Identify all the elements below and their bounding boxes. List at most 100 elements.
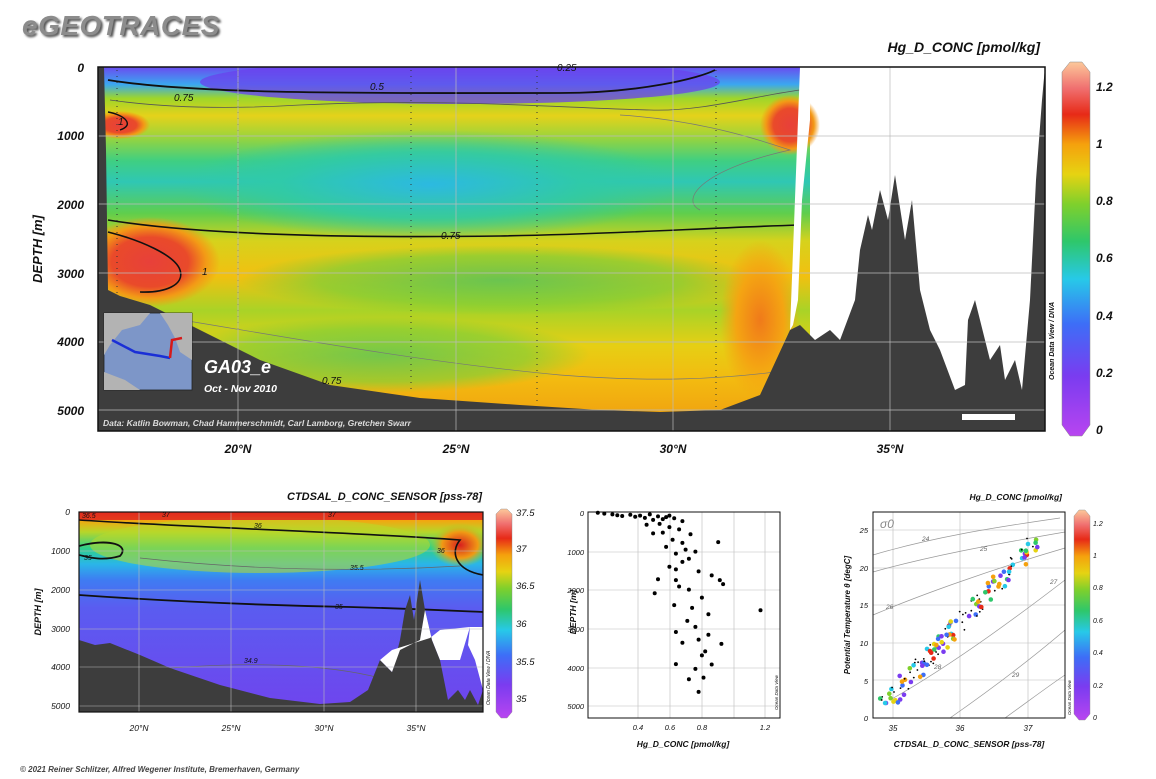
colorbar-tick: 0.2 <box>1093 683 1103 690</box>
profile-point <box>673 578 678 583</box>
ts-point <box>931 656 936 661</box>
sal-no-data-east <box>380 610 470 672</box>
ts-point <box>939 634 944 639</box>
ts-point <box>914 658 917 661</box>
ts-point <box>962 613 964 616</box>
profile-point <box>615 513 620 518</box>
ts-point <box>899 679 905 684</box>
sal-y-label: DEPTH [m] <box>33 587 43 635</box>
profile-point <box>706 612 711 617</box>
y-tick: 0 <box>864 714 869 723</box>
ts-point <box>1023 562 1029 567</box>
profile-point <box>699 653 704 658</box>
ts-point <box>937 653 939 656</box>
ts-point <box>1026 537 1028 540</box>
profile-point <box>644 522 649 527</box>
ts-point <box>935 636 941 642</box>
profile-y-ticks: 0 1000 2000 3000 4000 5000 <box>566 509 585 711</box>
y-tick: 15 <box>860 601 869 610</box>
ts-colorbar: 1.2 1 0.8 0.6 0.4 0.2 0 <box>1073 509 1103 722</box>
y-tick: 0 <box>77 61 84 75</box>
profile-point <box>709 662 714 667</box>
ts-point <box>1001 587 1004 590</box>
colorbar-tick: 0.8 <box>1093 585 1103 592</box>
ts-point <box>895 700 901 705</box>
profile-point <box>701 675 706 680</box>
y-tick: 3000 <box>51 624 70 634</box>
contour-label: 0.75 <box>322 376 342 387</box>
x-tick: 25°N <box>221 723 242 733</box>
profile-point <box>628 512 633 517</box>
ts-point <box>958 610 961 613</box>
ts-point <box>882 700 888 706</box>
ts-point <box>922 658 925 660</box>
sal-surface-max <box>79 512 483 520</box>
ts-x-ticks: 35 36 37 <box>889 724 1033 733</box>
contour-label: 0.5 <box>370 82 384 93</box>
sal-grid <box>79 512 483 712</box>
hg-east-max <box>760 95 820 155</box>
ts-point <box>988 597 994 602</box>
ts-scatter-plot: 24 25 26 27 28 29 σ0 Hg_D_CONC [pmol/kg]… <box>843 492 1103 749</box>
y-tick: 25 <box>859 526 869 535</box>
isopycnal-label: 29 <box>1011 672 1020 679</box>
profile-point <box>696 569 701 574</box>
profile-point <box>673 662 678 667</box>
y-tick: 2000 <box>566 586 585 595</box>
sal-contour-36 <box>79 519 483 576</box>
x-tick: 36 <box>956 724 965 733</box>
profile-point <box>638 513 643 518</box>
colorbar-tick: 0 <box>1093 715 1097 722</box>
contour-label: 36 <box>437 548 445 555</box>
colorbar-tick: 1.2 <box>1093 521 1103 528</box>
profile-x-ticks: 0.4 0.6 0.8 1.2 <box>633 723 771 732</box>
ts-point <box>911 663 916 668</box>
main-colorbar: 1.2 1 0.8 0.6 0.4 0.2 0 <box>1061 61 1113 437</box>
profile-point <box>706 632 711 637</box>
ts-point <box>1022 555 1027 560</box>
ts-point <box>1006 577 1011 583</box>
profile-grid <box>588 512 780 718</box>
y-tick: 5000 <box>57 404 84 418</box>
ts-point <box>929 644 932 646</box>
contour-label: 0.25 <box>557 63 577 74</box>
sal-title: CTDSAL_D_CONC_SENSOR [pss-78] <box>287 491 482 503</box>
y-tick: 4000 <box>56 335 84 349</box>
ts-point <box>976 599 981 604</box>
colorbar-tick: 35.5 <box>516 657 535 668</box>
contour-label: 0.75 <box>441 231 461 242</box>
ts-point <box>934 642 939 648</box>
y-tick: 10 <box>860 639 869 648</box>
ts-side-label: Ocean Data View <box>1067 679 1072 715</box>
ts-point <box>899 687 902 689</box>
sal-bathymetry <box>79 580 483 712</box>
ts-x-label: CTDSAL_D_CONC_SENSOR [pss-78] <box>894 739 1046 749</box>
ts-colorbar-ticks: 1.2 1 0.8 0.6 0.4 0.2 0 <box>1093 521 1103 722</box>
ts-point <box>888 695 893 701</box>
hg-surface-min <box>200 67 720 104</box>
profile-point <box>656 514 660 519</box>
x-tick: 0.8 <box>697 723 708 732</box>
ts-title: Hg_D_CONC [pmol/kg] <box>969 492 1063 502</box>
profile-point <box>672 603 677 608</box>
x-tick: 35°N <box>407 723 427 733</box>
copyright-notice: © 2021 Reiner Schlitzer, Alfred Wegener … <box>20 765 300 774</box>
profile-point <box>696 689 701 694</box>
ts-point <box>983 590 988 595</box>
ts-point <box>932 647 937 652</box>
ts-point <box>993 589 996 592</box>
ts-point <box>985 580 991 586</box>
ts-point <box>998 573 1003 578</box>
cruise-dates: Oct - Nov 2010 <box>204 383 277 395</box>
y-tick: 4000 <box>567 664 585 673</box>
profile-point <box>693 666 698 671</box>
profile-point <box>667 525 672 530</box>
profile-point <box>680 519 685 524</box>
ts-point <box>932 662 935 665</box>
profile-point <box>595 510 600 515</box>
profile-point <box>716 540 721 545</box>
ts-point <box>1007 566 1012 571</box>
ts-point <box>964 612 967 614</box>
ts-point <box>1006 569 1012 575</box>
profile-point <box>680 640 685 645</box>
